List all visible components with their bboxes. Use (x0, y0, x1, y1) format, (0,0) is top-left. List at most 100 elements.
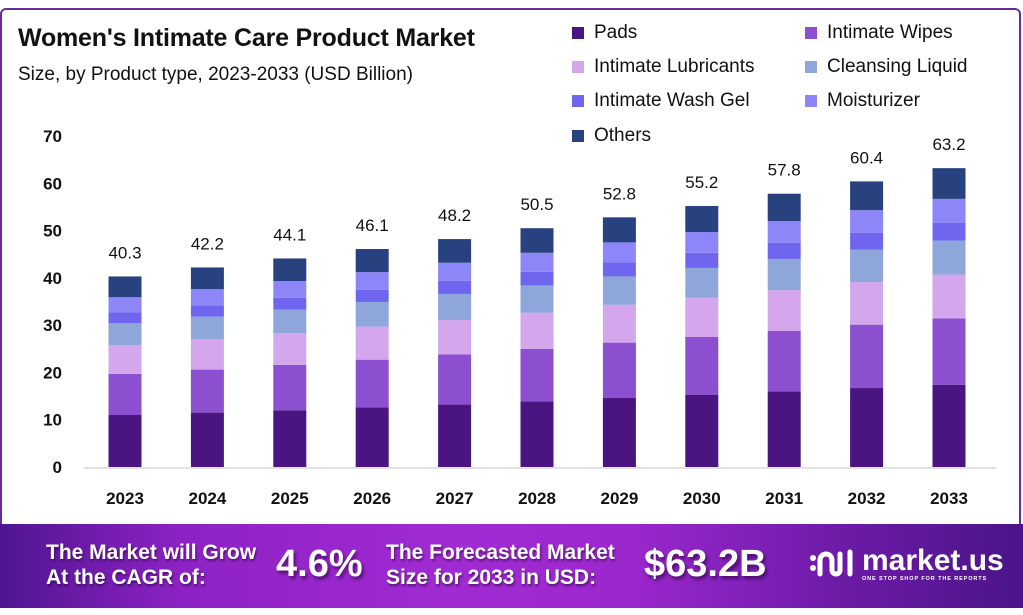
bar-segment-intimate-wipes (190, 369, 224, 413)
x-tick-label: 2026 (353, 489, 391, 508)
bar-segment-pads (190, 412, 224, 467)
bar-segment-intimate-lubricants (355, 326, 389, 360)
bar-segment-moisturizer (767, 221, 801, 243)
bar-segment-pads (602, 397, 636, 467)
cagr-caption-line1: The Market will Grow (46, 541, 257, 564)
bar-segment-pads (685, 394, 719, 467)
bar-segment-cleansing-liquid (685, 267, 719, 298)
bar-segment-moisturizer (108, 297, 142, 313)
bar-total-label: 44.1 (273, 225, 306, 244)
bar-segment-moisturizer (190, 289, 224, 306)
summary-banner: The Market will Grow At the CAGR of: 4.6… (0, 524, 1023, 608)
bar-segment-intimate-wash-gel (190, 305, 224, 317)
bar-segment-cleansing-liquid (767, 258, 801, 291)
bar-segment-intimate-wipes (767, 330, 801, 392)
bar-segment-cleansing-liquid (520, 285, 554, 313)
forecast-caption: The Forecasted Market Size for 2033 in U… (386, 540, 615, 590)
bar-segment-moisturizer (932, 198, 966, 224)
legend-swatch-icon (572, 130, 584, 142)
brand-tagline: ONE STOP SHOP FOR THE REPORTS (862, 575, 988, 582)
bar-segment-intimate-lubricants (520, 312, 554, 349)
bar-total-label: 55.2 (685, 173, 718, 192)
bar-segment-intimate-wash-gel (767, 242, 801, 259)
bar-segment-moisturizer (438, 262, 472, 281)
bar-total-label: 40.3 (108, 243, 141, 262)
bar-segment-moisturizer (602, 242, 636, 263)
bar-total-label: 42.2 (191, 234, 224, 253)
bar-segment-moisturizer (355, 272, 389, 290)
legend-item-moisturizer: Moisturizer (805, 90, 920, 112)
bar-segment-others (520, 228, 554, 253)
y-tick-label: 70 (43, 127, 62, 146)
bar-segment-intimate-lubricants (438, 319, 472, 355)
y-tick-label: 20 (43, 363, 62, 382)
bar-total-label: 60.4 (850, 148, 883, 167)
bar-segment-intimate-wipes (438, 354, 472, 405)
legend-swatch-icon (572, 27, 584, 39)
bar-segment-intimate-wipes (932, 318, 966, 385)
legend-item-intimate-lubricants: Intimate Lubricants (572, 56, 755, 78)
bar-segment-others (850, 181, 884, 211)
brand-name: market.us (862, 543, 1004, 577)
forecast-caption-line1: The Forecasted Market (386, 541, 615, 564)
bar-segment-others (355, 249, 389, 273)
bar-total-label: 50.5 (520, 195, 553, 214)
legend-swatch-icon (805, 61, 817, 73)
forecast-caption-line2: Size for 2033 in USD: (386, 566, 597, 589)
legend-label: Others (594, 125, 652, 146)
bar-segment-intimate-lubricants (932, 274, 966, 319)
bar-segment-intimate-wipes (273, 364, 307, 411)
bar-segment-intimate-wash-gel (108, 312, 142, 324)
bar-segment-pads (355, 407, 389, 467)
bar-segment-pads (438, 404, 472, 467)
bar-total-label: 48.2 (438, 206, 471, 225)
legend-swatch-icon (572, 95, 584, 107)
bar-segment-intimate-wash-gel (685, 252, 719, 268)
cagr-caption-line2: At the CAGR of: (46, 566, 206, 589)
bar-segment-pads (850, 388, 884, 467)
chart-subtitle: Size, by Product type, 2023-2033 (USD Bi… (18, 64, 413, 85)
bar-segment-others (108, 276, 142, 298)
bar-segment-moisturizer (520, 252, 554, 272)
bar-segment-intimate-wipes (108, 373, 142, 415)
bar-segment-intimate-lubricants (602, 304, 636, 343)
y-tick-label: 30 (43, 316, 62, 335)
bar-segment-intimate-wipes (520, 348, 554, 402)
legend-item-intimate-wipes: Intimate Wipes (805, 22, 953, 44)
y-tick-label: 10 (43, 411, 62, 430)
cagr-value: 4.6% (276, 543, 363, 585)
legend-label: Cleansing Liquid (827, 56, 968, 77)
legend-label: Moisturizer (827, 90, 920, 111)
x-tick-label: 2031 (765, 489, 803, 508)
bar-segment-pads (108, 414, 142, 467)
x-tick-label: 2023 (106, 489, 144, 508)
brand-logo[interactable]: market.us ONE STOP SHOP FOR THE REPORTS (808, 544, 1004, 584)
legend-swatch-icon (572, 61, 584, 73)
bar-segment-intimate-wipes (355, 359, 389, 408)
bar-segment-intimate-wash-gel (273, 297, 307, 310)
bar-segment-cleansing-liquid (190, 316, 224, 340)
legend-label: Intimate Wipes (827, 22, 953, 43)
x-tick-label: 2032 (848, 489, 886, 508)
bar-segment-others (685, 205, 719, 232)
legend-item-others: Others (572, 125, 651, 147)
bar-segment-intimate-lubricants (273, 333, 307, 365)
bar-segment-pads (520, 401, 554, 467)
x-tick-label: 2033 (930, 489, 968, 508)
bar-segment-others (190, 267, 224, 290)
bar-segment-intimate-wash-gel (355, 289, 389, 302)
legend-swatch-icon (805, 27, 817, 39)
market-us-logo-icon (810, 549, 853, 577)
bar-segment-others (273, 258, 307, 282)
bar-segment-intimate-lubricants (767, 290, 801, 331)
bar-segment-pads (273, 410, 307, 467)
bar-segment-cleansing-liquid (108, 323, 142, 346)
y-tick-label: 60 (43, 174, 62, 193)
x-tick-label: 2027 (436, 489, 474, 508)
bar-segment-intimate-lubricants (108, 345, 142, 374)
bar-segment-intimate-wash-gel (850, 232, 884, 250)
x-tick-label: 2029 (600, 489, 638, 508)
bar-segment-intimate-lubricants (850, 282, 884, 325)
bar-segment-intimate-wash-gel (602, 262, 636, 277)
bar-segment-cleansing-liquid (273, 309, 307, 334)
